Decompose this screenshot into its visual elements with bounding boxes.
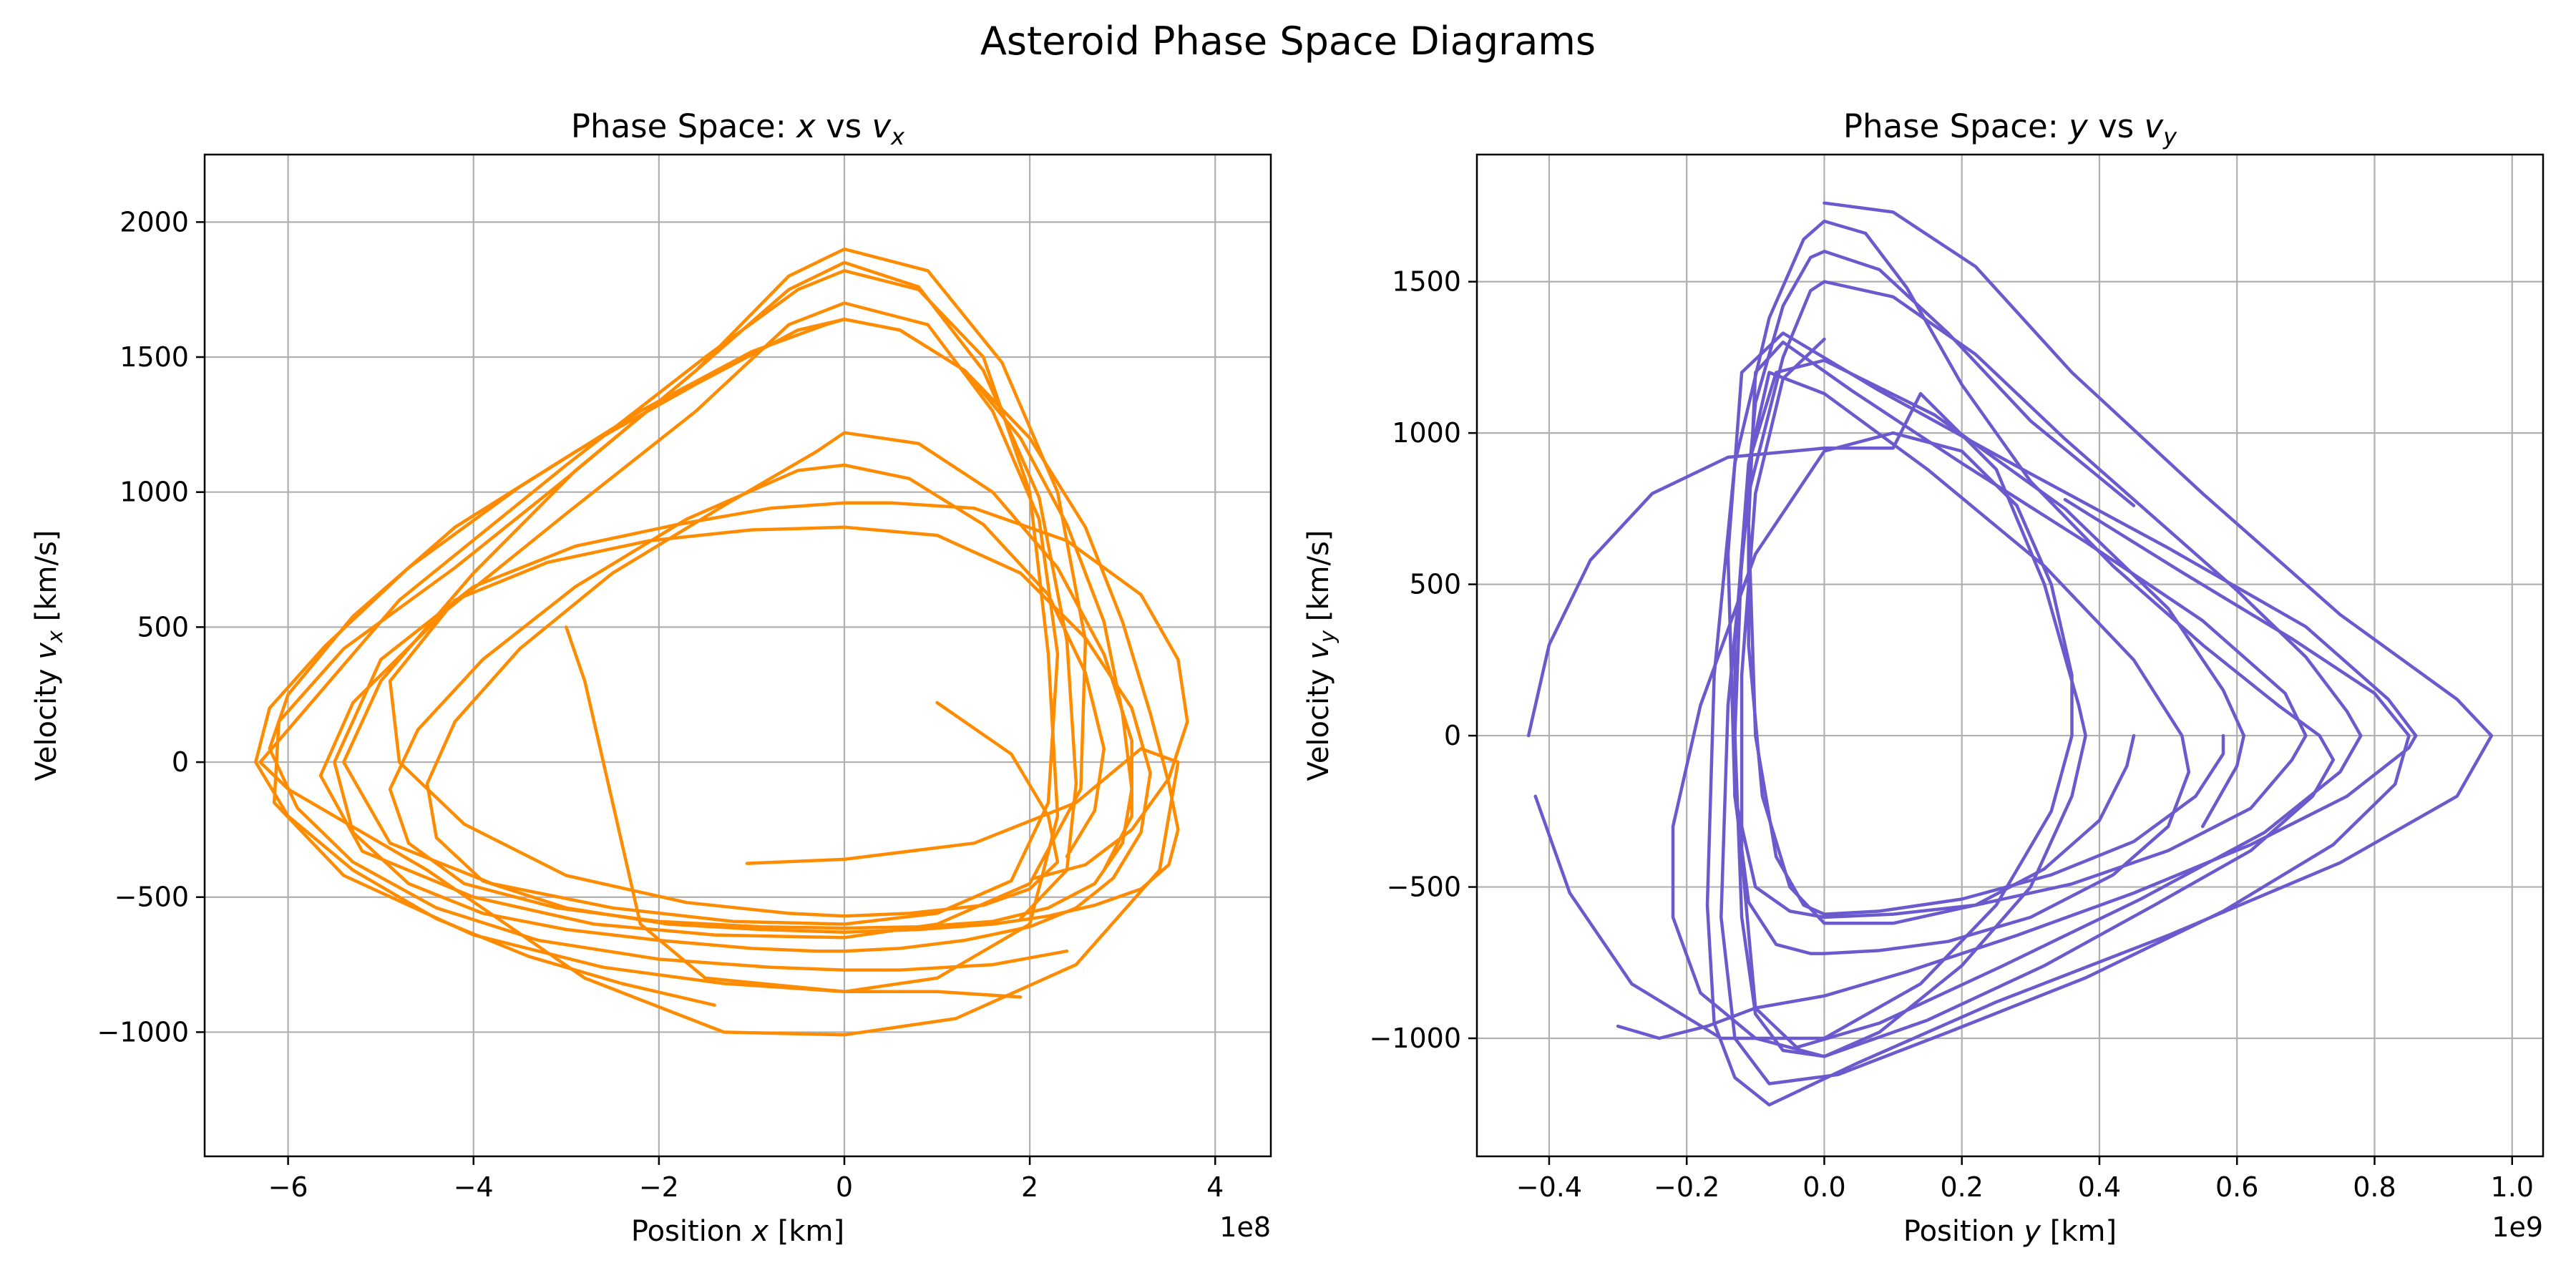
- trajectory-line-5: [254, 317, 1133, 1007]
- y-tick-label: −1000: [97, 1016, 189, 1048]
- x-tick-label: 0.8: [2353, 1171, 2396, 1203]
- y-tick-label: 1500: [119, 341, 189, 373]
- x-tick-label: −0.2: [1654, 1171, 1719, 1203]
- figure-suptitle: Asteroid Phase Space Diagrams: [980, 19, 1596, 64]
- x-tick-label: 0: [836, 1171, 853, 1203]
- y-axis-label: Velocity vy [km/s]: [1302, 530, 1340, 781]
- x-tick-label: 0.0: [1802, 1171, 1845, 1203]
- axes-title: Phase Space: y vs vy: [1843, 107, 2177, 150]
- trajectory-line-4: [1733, 358, 2246, 955]
- trajectory-line-2: [272, 247, 1088, 999]
- x-offset-text: 1e8: [1219, 1211, 1271, 1243]
- y-tick-label: 500: [1409, 569, 1461, 600]
- series-group: [1526, 201, 2494, 1107]
- y-tick-label: 1000: [119, 477, 189, 508]
- x-tick-label: 0.4: [2078, 1171, 2121, 1203]
- trajectory-line-3: [333, 501, 1189, 953]
- x-axis-label: Position y [km]: [1903, 1215, 2117, 1248]
- x-tick-label: 2: [1021, 1171, 1038, 1203]
- y-tick-label: 500: [137, 611, 189, 643]
- axes-frame: [1475, 153, 2545, 1158]
- x-offset-text: 1e9: [2492, 1211, 2543, 1243]
- x-tick-label: −0.4: [1516, 1171, 1582, 1203]
- phase-plot-y-vy: −0.4 −0.2 0.0 0.2 0.4 0.6 0.8 1.0 −1000 −500 0 500 1…: [1302, 107, 2545, 1248]
- trajectory-line-5: [1719, 280, 2411, 1085]
- y-tick-label: −500: [114, 882, 189, 913]
- x-tick-label: −6: [268, 1171, 308, 1203]
- y-axis-label: Velocity vx [km/s]: [30, 530, 67, 781]
- y-tick-label: 1000: [1392, 417, 1461, 449]
- y-tick-label: 1500: [1392, 266, 1461, 298]
- y-tick-label: 2000: [119, 206, 189, 238]
- x-tick-label: 0.2: [1940, 1171, 1983, 1203]
- phase-plot-x-vx: −6 −4 −2 0 2 4 −1000 −500 0 500 1000 1500 2000 1e8 Pha…: [30, 107, 1272, 1248]
- x-tick-label: 0.6: [2215, 1171, 2258, 1203]
- series-group: [254, 247, 1189, 1037]
- axes-frame: [203, 153, 1272, 1158]
- y-tick-label: −1000: [1369, 1023, 1461, 1054]
- x-axis-label: Position x [km]: [631, 1215, 844, 1248]
- axes-title: Phase Space: x vs vx: [571, 107, 905, 150]
- x-tick-label: 1.0: [2491, 1171, 2534, 1203]
- x-tick-label: −4: [454, 1171, 494, 1203]
- y-tick-label: 0: [172, 746, 189, 778]
- trajectory-line-4: [268, 317, 1180, 972]
- x-tick-label: −2: [639, 1171, 679, 1203]
- x-tick-label: 4: [1206, 1171, 1224, 1203]
- y-tick-label: −500: [1387, 872, 1461, 903]
- y-tick-label: 0: [1444, 720, 1461, 751]
